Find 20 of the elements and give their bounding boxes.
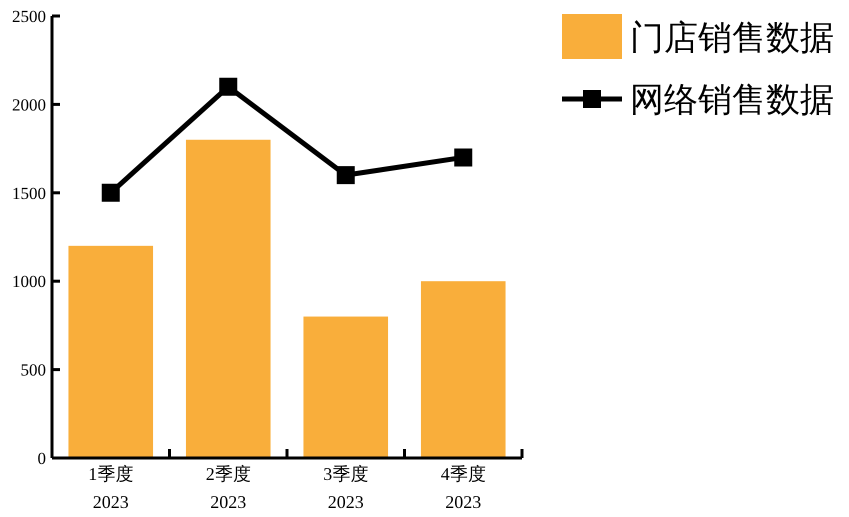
x-tick-label: 4季度 2023: [440, 464, 486, 512]
y-tick-label: 0: [38, 448, 46, 468]
y-tick-label: 1500: [12, 184, 46, 203]
point: [454, 148, 472, 166]
y-tick-label: 500: [20, 360, 46, 380]
x-tick-label: 2季度 2023: [206, 464, 251, 512]
legend-label: 网络销售数据: [630, 82, 834, 119]
y-tick-label: 1000: [12, 272, 46, 292]
bar: [303, 316, 388, 458]
y-tick-label: 2500: [12, 6, 46, 26]
legend-label: 门店销售数据: [630, 20, 834, 57]
bar: [68, 246, 154, 458]
x-tick-label: 1季度 2023: [88, 464, 134, 512]
bar: [420, 281, 506, 458]
y-tick-label: 2000: [12, 95, 46, 114]
point: [102, 184, 120, 202]
x-tick-label: 3季度 2023: [323, 464, 368, 512]
point: [219, 78, 238, 96]
point: [336, 166, 355, 184]
bar: [186, 140, 271, 458]
